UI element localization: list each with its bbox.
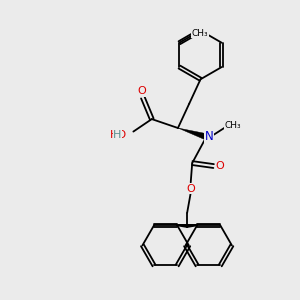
Text: HO: HO bbox=[110, 130, 127, 140]
Text: H: H bbox=[113, 130, 122, 140]
Polygon shape bbox=[178, 128, 206, 139]
Text: O: O bbox=[186, 184, 195, 194]
Text: N: N bbox=[205, 130, 213, 143]
Text: CH₃: CH₃ bbox=[224, 121, 241, 130]
Text: O: O bbox=[137, 86, 146, 96]
Text: O: O bbox=[216, 161, 224, 171]
Text: CH₃: CH₃ bbox=[192, 28, 208, 38]
